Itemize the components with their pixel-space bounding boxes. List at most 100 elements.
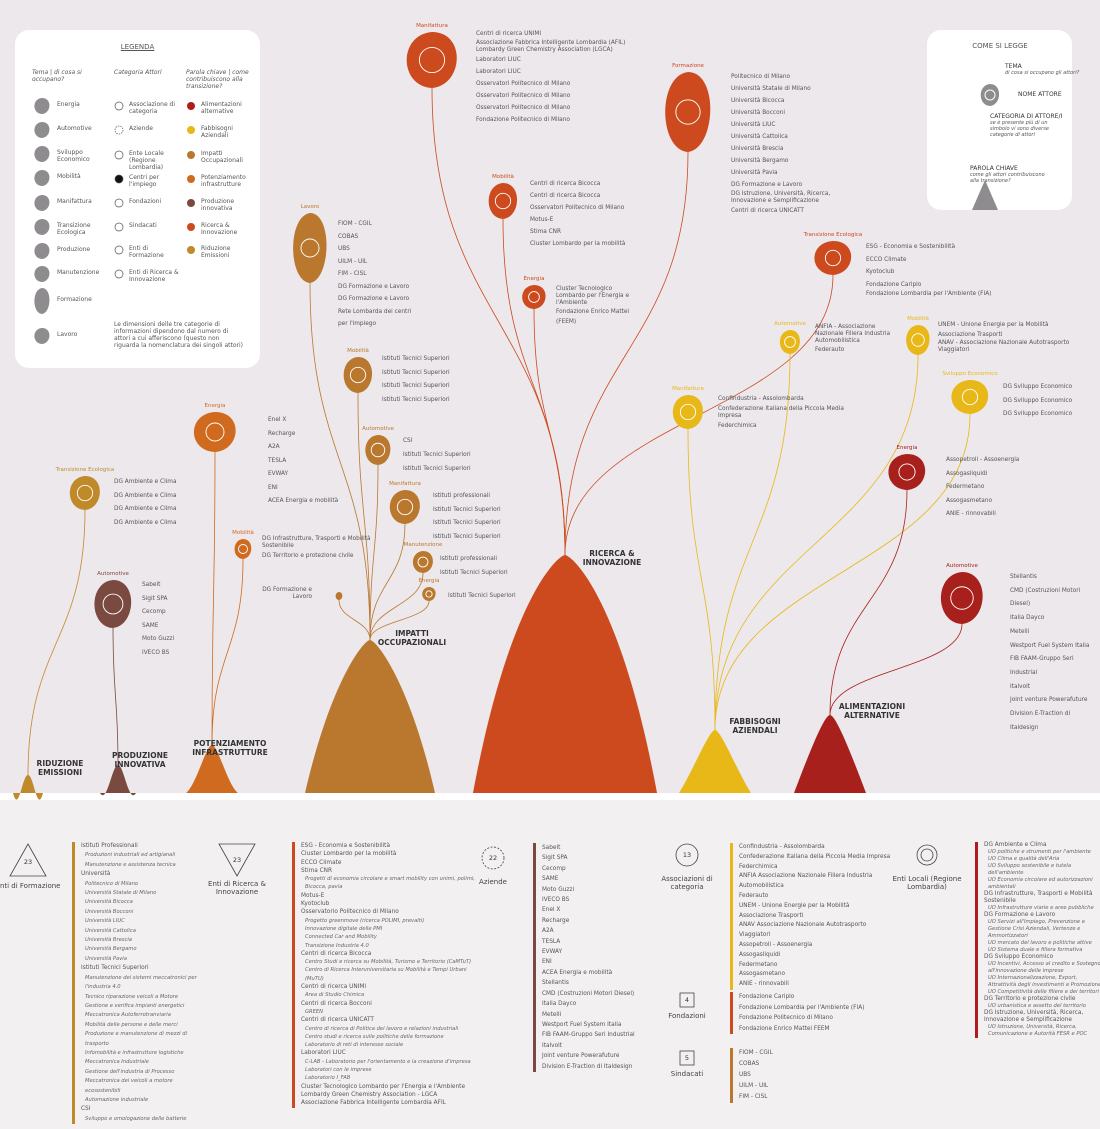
theme-bubble — [389, 490, 420, 524]
theme-swatch — [34, 170, 50, 186]
actor-name: Stellantis — [542, 980, 569, 987]
theme-label: Transizione Ecologica — [55, 467, 115, 473]
actor-name: ACEA Energia e mobilità — [542, 969, 613, 976]
theme-bubble — [406, 32, 457, 88]
group-label: Enti di Formazione — [0, 882, 61, 890]
actor-name: Westport Fuel System Italia — [1010, 642, 1090, 649]
theme-label: Sviluppo Economico — [942, 371, 998, 377]
connector — [714, 354, 919, 731]
actor-name: Assogasliquidi — [946, 470, 988, 477]
actor-name: CMD (Costruzioni Motori Diesel) — [1010, 587, 1081, 608]
actor-icon — [418, 46, 446, 74]
actor-name: Università Brescia — [731, 146, 784, 152]
actor-name: DG Formazione e Lavoro — [262, 587, 312, 600]
theme-swatch — [34, 266, 50, 282]
actor-name: Fondazione Lombardia per l'Ambiente (FIA… — [739, 1004, 865, 1011]
theme-label: Energia — [523, 276, 545, 282]
actor-detail: UO mercato del lavoro e politiche attive — [988, 940, 1092, 946]
actor-name: DG Ambiente e Clima — [984, 842, 1047, 848]
group-label: Fondazioni — [668, 1012, 706, 1020]
group-list: Istituti Professionali Produzioni industr… — [72, 842, 206, 1125]
connector — [211, 451, 216, 746]
group-icon — [916, 844, 938, 866]
actor-name: FIB FAAM-Gruppo Seri Industrial — [1010, 656, 1074, 676]
theme-bubble — [522, 285, 546, 309]
actor-list: Istituti professionali Istituti Tecnici S… — [440, 552, 530, 580]
actor-name: Associazione Fabbrica Intelligente Lomba… — [301, 1100, 446, 1107]
actor-detail: Centro Studi e ricerca su Mobilità, Turi… — [305, 959, 472, 966]
group-count: 5 — [684, 1054, 690, 1062]
actor-detail: UO Competitività delle filiere e dei ter… — [988, 989, 1099, 995]
keyword-label: Riduzione Emissioni — [201, 245, 231, 259]
actor-name: Metelli — [542, 1011, 562, 1018]
actor-name: Cecomp — [142, 609, 166, 615]
actor-name: DG Ambiente e Clima — [114, 492, 177, 499]
group-list: ESG - Economia e Sostenibilità Cluster Lo… — [292, 842, 486, 1108]
actor-list: ANFIA - Associazione Nazionale Filiera I… — [815, 324, 905, 355]
actor-name: Centri di ricerca UNICATT — [731, 208, 804, 214]
group-label: Enti Locali (Regione Lombardia) — [892, 875, 962, 892]
actor-name: TESLA — [268, 457, 287, 464]
actor-name: Centri di ricerca Bicocca — [530, 193, 601, 199]
actor-detail: Gestione e verifica impianti energetici — [85, 1002, 185, 1009]
actor-name: Rete Lombarda dei centri per l'impiego — [338, 308, 412, 328]
keyword-swatch — [187, 175, 195, 183]
actor-detail: UO Servizi all'Impiego, Prevenzione e Ge… — [988, 919, 1085, 939]
actor-name: ESG - Economia e Sostenibilità — [301, 843, 390, 849]
actor-detail: Laboratori con le imprese — [305, 1067, 372, 1074]
theme-label: Mobilità — [492, 174, 514, 180]
group-list: DG Ambiente e Clima UO politiche e strume… — [975, 842, 1100, 1038]
actor-icon — [114, 245, 124, 255]
actor-name: SAME — [142, 622, 159, 629]
actor-detail: Automazione industriale — [85, 1096, 149, 1103]
actor-list: Istituti Tecnici Superiori — [448, 590, 538, 602]
theme-swatch — [34, 195, 50, 211]
actor-list: Confindustria - Assolombarda Confederazio… — [718, 393, 868, 432]
actor-name: Istituti Professionali — [81, 843, 138, 849]
actor-name: Recharge — [542, 917, 570, 924]
actor-detail: UO Economia circolare ed autorizzazioni … — [988, 877, 1093, 890]
legend-note: Le dimensioni delle tre categorie di inf… — [114, 321, 244, 349]
actor-name: SAME — [542, 876, 559, 883]
actor-list: DG Formazione e Lavoro — [250, 587, 312, 601]
actor-name: Istituti Tecnici Superiori — [382, 369, 450, 376]
actor-icon — [114, 222, 124, 232]
actor-name: Istituti professionali — [440, 556, 498, 562]
actor-name: ECCO Climate — [866, 256, 907, 263]
actor-name: Sabelt — [142, 582, 161, 588]
actor-name: UILM - UIL — [739, 1083, 769, 1089]
actor-name: Università Statale di Milano — [731, 86, 811, 92]
actor-icon — [349, 366, 367, 384]
actor-list: DG Sviluppo Economico DG Sviluppo Economi… — [1003, 381, 1093, 422]
actor-name: EVWAY — [268, 471, 289, 477]
mountain-label: ALIMENTAZIONI ALTERNATIVE — [838, 702, 906, 720]
actor-name: Assogasmetano — [739, 971, 786, 978]
keyword-swatch — [187, 126, 195, 134]
actor-detail: Università Brescia — [85, 937, 132, 944]
keyword-label: Fabbisogni Aziendali — [201, 125, 233, 139]
actor-detail: Produzioni industriali ed artigianali — [85, 852, 176, 859]
connector — [829, 489, 908, 716]
theme-label: Automotive — [97, 571, 129, 577]
group-icon — [675, 843, 699, 867]
group-label: Associazioni di categoria — [661, 875, 713, 892]
theme-label: Manutenzione — [403, 542, 443, 548]
actor-list: FIOM - CGIL COBAS UBS UILM - UIL FIM - CISL D… — [338, 218, 418, 331]
actor-detail: UO Internazionalizzazione, Export, Attra… — [988, 975, 1100, 988]
actor-name: CSI — [81, 1106, 91, 1113]
connector — [714, 353, 791, 731]
actor-name: FIM - CISL — [739, 1094, 768, 1100]
actor-name: ANAV - Associazione Nazionale Autotraspo… — [938, 340, 1070, 353]
actor-icon — [396, 498, 414, 516]
actor-name: Centri di ricerca UNIMI — [476, 31, 542, 37]
actor-list: UNEM - Unione Energie per la Mobilità Ass… — [938, 320, 1078, 354]
actor-detail: GREEN — [305, 1008, 324, 1015]
actor-name: DG Territorio e protezione civile — [984, 996, 1076, 1002]
connector — [309, 282, 371, 641]
howto-mountain — [972, 180, 998, 210]
actor-name: Università Cattolica — [731, 134, 788, 140]
connector — [564, 151, 689, 556]
actor-name: DG Istruzione, Università, Ricerca, Inno… — [731, 191, 831, 204]
